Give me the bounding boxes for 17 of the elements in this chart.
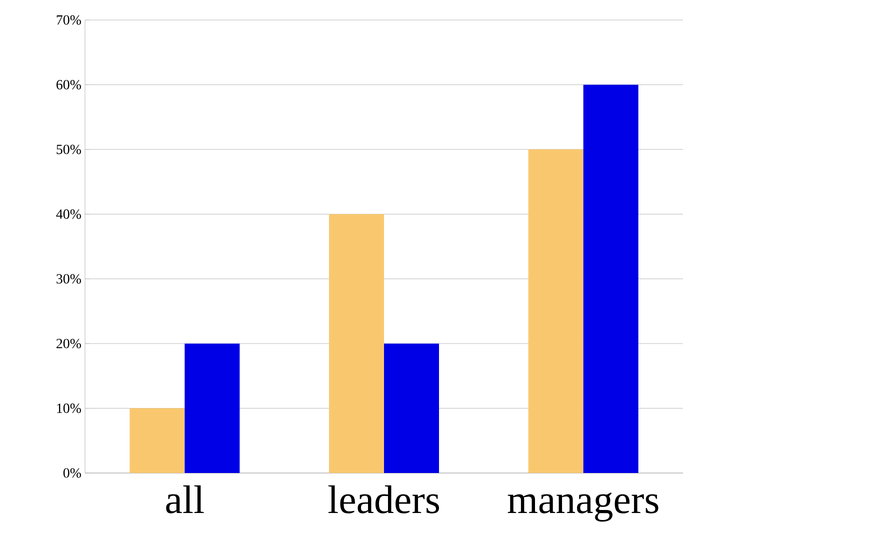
y-tick-label: 10% — [57, 404, 82, 414]
bar — [528, 149, 584, 473]
bar — [130, 408, 185, 473]
y-tick-label: 60% — [56, 80, 82, 90]
bar — [583, 84, 638, 473]
bar — [384, 344, 440, 473]
bar — [184, 344, 240, 473]
y-tick-label: 40% — [56, 209, 82, 219]
y-tick-label: 70% — [56, 15, 82, 25]
bar — [329, 214, 384, 473]
y-tick-label: 50% — [56, 144, 82, 154]
x-tick-label: managers — [508, 492, 658, 522]
x-tick-label: all — [166, 485, 204, 514]
x-tick-label: leaders — [328, 485, 439, 514]
y-tick-label: 0% — [63, 468, 82, 478]
y-tick-label: 20% — [56, 338, 82, 348]
y-tick-label: 30% — [56, 274, 82, 284]
